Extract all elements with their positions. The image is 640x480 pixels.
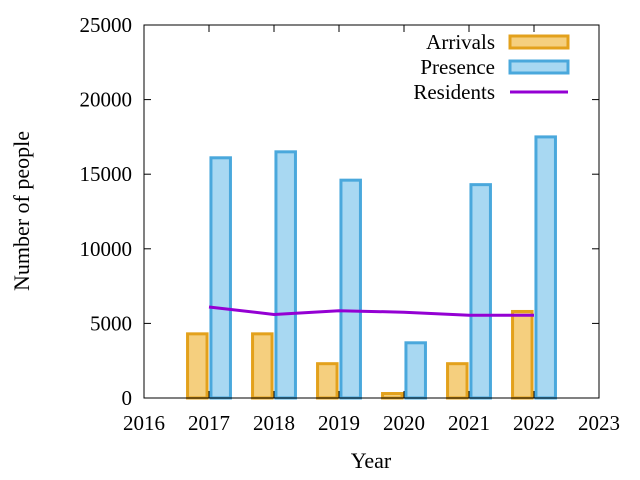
- bar-arrivals-2017: [186, 332, 209, 400]
- x-tick-label: 2022: [513, 411, 555, 435]
- y-tick-label: 15000: [80, 162, 133, 186]
- bar-presence-2022: [534, 135, 557, 400]
- bar-arrivals-2019: [316, 362, 339, 400]
- axis-ticks: 2016 2017 2018 2019 2020 2021 2022 2023 0 5000 100…: [80, 13, 621, 435]
- x-tick-label: 2016: [123, 411, 165, 435]
- legend-label-arrivals: Arrivals: [426, 30, 495, 54]
- x-tick-label: 2021: [448, 411, 490, 435]
- bar-presence-2020: [404, 341, 427, 400]
- y-axis-title: Number of people: [9, 131, 34, 291]
- bar-presence-2017: [209, 156, 232, 400]
- legend-swatch-arrivals: [508, 34, 570, 50]
- y-tick-label: 10000: [80, 237, 133, 261]
- bar-arrivals-2020: [381, 392, 404, 400]
- bars: [186, 135, 557, 400]
- y-tick-label: 20000: [80, 88, 133, 112]
- x-tick-label: 2023: [578, 411, 620, 435]
- x-tick-label: 2018: [253, 411, 295, 435]
- line-residents: [208, 305, 534, 317]
- y-tick-label: 5000: [90, 311, 132, 335]
- x-tick-label: 2020: [383, 411, 425, 435]
- y-tick-label: 0: [122, 386, 133, 410]
- legend-swatch-presence: [508, 59, 570, 75]
- plot-frame: [143, 24, 600, 399]
- x-tick-label: 2019: [318, 411, 360, 435]
- x-axis-title: Year: [351, 448, 392, 473]
- bar-presence-2021: [469, 183, 492, 400]
- bar-presence-2019: [339, 178, 362, 400]
- series-lines: [208, 305, 534, 317]
- x-tick-label: 2017: [188, 411, 230, 435]
- bar-arrivals-2021: [446, 362, 469, 400]
- legend-label-presence: Presence: [420, 55, 495, 79]
- bar-arrivals-2022: [511, 309, 534, 400]
- bar-arrivals-2018: [251, 332, 274, 400]
- y-tick-label: 25000: [80, 13, 133, 37]
- bar-presence-2018: [274, 150, 297, 400]
- legend-label-residents: Residents: [413, 80, 495, 104]
